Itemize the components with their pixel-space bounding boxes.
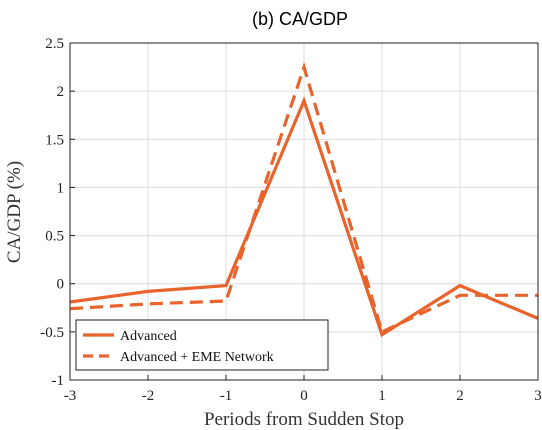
legend-box (75, 319, 329, 371)
y-tick-label: -1 (52, 373, 65, 389)
chart-title: (b) CA/GDP (252, 9, 348, 29)
series-line-2 (69, 61, 538, 335)
y-tick-label: 0.5 (45, 229, 64, 245)
x-axis-label: Periods from Sudden Stop (204, 409, 404, 430)
x-tick-label: 1 (378, 388, 386, 404)
y-axis-label: CA/GDP (%) (4, 161, 25, 263)
x-tick-label: 0 (300, 388, 308, 404)
x-tick-label: 2 (456, 388, 464, 404)
y-tick-label: -0.5 (40, 325, 64, 341)
ticks: -3 -2 -1 0 1 2 3 -1 -0.5 0 0.5 1 1.5 2 2.5 (40, 36, 542, 404)
x-tick-label: -2 (142, 388, 155, 404)
legend: Advanced Advanced + EME Network (75, 319, 329, 371)
y-tick-label: 1 (57, 180, 65, 196)
series-line-1 (69, 96, 539, 338)
y-tick-label: 1.5 (45, 132, 64, 148)
grid (69, 42, 539, 381)
y-tick-label: 2 (57, 84, 65, 100)
legend-label-1: Advanced (120, 329, 177, 344)
x-tick-label: -3 (64, 388, 77, 404)
legend-label-2: Advanced + EME Network (120, 350, 274, 365)
series-layer (69, 61, 539, 338)
y-tick-label: 0 (57, 277, 65, 293)
x-tick-label: 3 (534, 388, 542, 404)
x-tick-label: -1 (220, 388, 233, 404)
y-tick-label: 2.5 (45, 36, 64, 52)
